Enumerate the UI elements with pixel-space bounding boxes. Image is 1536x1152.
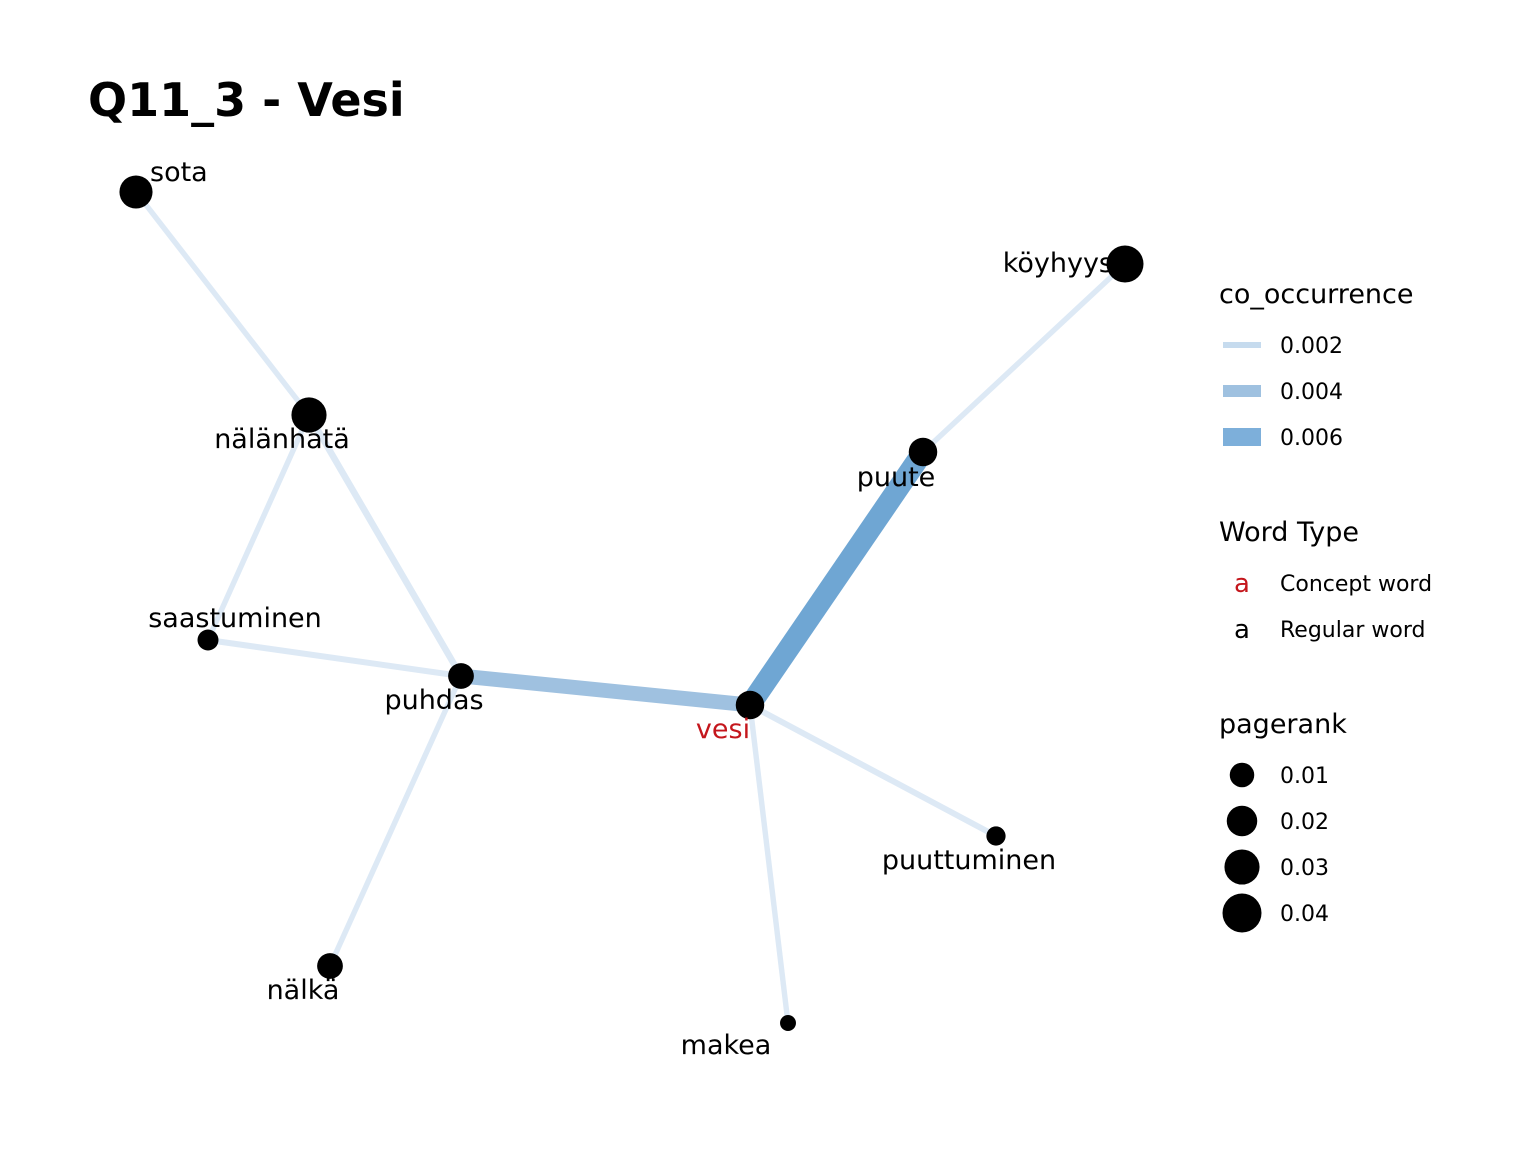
legend-word-type-label: Concept word <box>1280 572 1432 597</box>
edge-nalanhata-saastuminen <box>205 413 312 642</box>
legend-pagerank-dot <box>1222 893 1262 933</box>
edge-saastuminen-puhdas <box>207 637 462 679</box>
node-label-puuttuminen: puuttuminen <box>882 845 1056 876</box>
edge-puhdas-vesi <box>460 668 751 713</box>
edge-vesi-makea <box>747 704 791 1024</box>
node-puhdas <box>448 663 474 689</box>
edge-puute-koyhyys <box>921 262 1127 454</box>
legend-pagerank-label: 0.02 <box>1280 810 1329 835</box>
legend-pagerank-title: pagerank <box>1219 709 1347 740</box>
legend-pagerank-dot <box>1224 849 1260 885</box>
node-puute <box>908 437 938 467</box>
node-label-nalanhata: nälänhätä <box>214 424 350 455</box>
node-nalanhata <box>291 397 327 433</box>
node-makea <box>780 1015 796 1031</box>
node-label-nalka: nälkä <box>267 975 340 1006</box>
node-nalka <box>317 953 343 979</box>
legend-co-occurrence-key <box>1223 428 1261 446</box>
legend-pagerank-label: 0.04 <box>1280 902 1329 927</box>
legend-word-type-label: Regular word <box>1280 618 1425 643</box>
legend-word-type-glyph: a <box>1234 569 1250 599</box>
node-label-makea: makea <box>681 1030 772 1061</box>
node-saastuminen <box>197 629 219 651</box>
legend-word-type-glyph: a <box>1234 615 1250 645</box>
labels-layer: sota köyhyys nälänhätä puute saastuminen puhd… <box>148 157 1113 1061</box>
figure-title: Q11_3 - Vesi <box>88 73 405 127</box>
node-puuttuminen <box>986 826 1006 846</box>
legend-pagerank: pagerank 0.01 0.02 0.03 0.04 <box>1219 709 1347 933</box>
legend-pagerank-dot <box>1226 805 1258 837</box>
edge-vesi-puute <box>741 445 932 712</box>
nodes-layer <box>119 175 1144 1031</box>
legend-co-occurrence-label: 0.004 <box>1280 380 1343 405</box>
edge-puhdas-nalka <box>327 674 464 968</box>
node-sota <box>119 175 153 209</box>
legend-co-occurrence-key <box>1223 385 1261 397</box>
legend-co-occurrence-title: co_occurrence <box>1219 279 1414 310</box>
legend-word-type: Word Type a Concept word a Regular word <box>1219 517 1432 645</box>
node-label-puhdas: puhdas <box>384 685 483 716</box>
node-label-sota: sota <box>150 157 208 188</box>
legend-pagerank-dot <box>1229 762 1255 788</box>
edges-layer <box>133 190 1127 1024</box>
node-koyhyys <box>1106 245 1144 283</box>
legend-co-occurrence-label: 0.006 <box>1280 426 1343 451</box>
node-label-saastuminen: saastuminen <box>148 603 322 634</box>
node-label-vesi: vesi <box>696 714 750 745</box>
legend-co-occurrence-key <box>1223 342 1261 348</box>
node-label-koyhyys: köyhyys <box>1003 248 1113 279</box>
legend-co-occurrence: co_occurrence 0.002 0.004 0.006 <box>1219 279 1414 451</box>
edge-nalanhata-puhdas <box>306 413 464 678</box>
legend-pagerank-label: 0.03 <box>1280 856 1329 881</box>
node-vesi <box>735 690 765 720</box>
legend-co-occurrence-label: 0.002 <box>1280 334 1343 359</box>
edge-sota-nalanhata <box>133 190 312 417</box>
legend-pagerank-label: 0.01 <box>1280 764 1329 789</box>
legend-word-type-title: Word Type <box>1219 517 1359 548</box>
edge-vesi-puuttuminen <box>748 702 998 839</box>
node-label-puute: puute <box>857 462 936 493</box>
